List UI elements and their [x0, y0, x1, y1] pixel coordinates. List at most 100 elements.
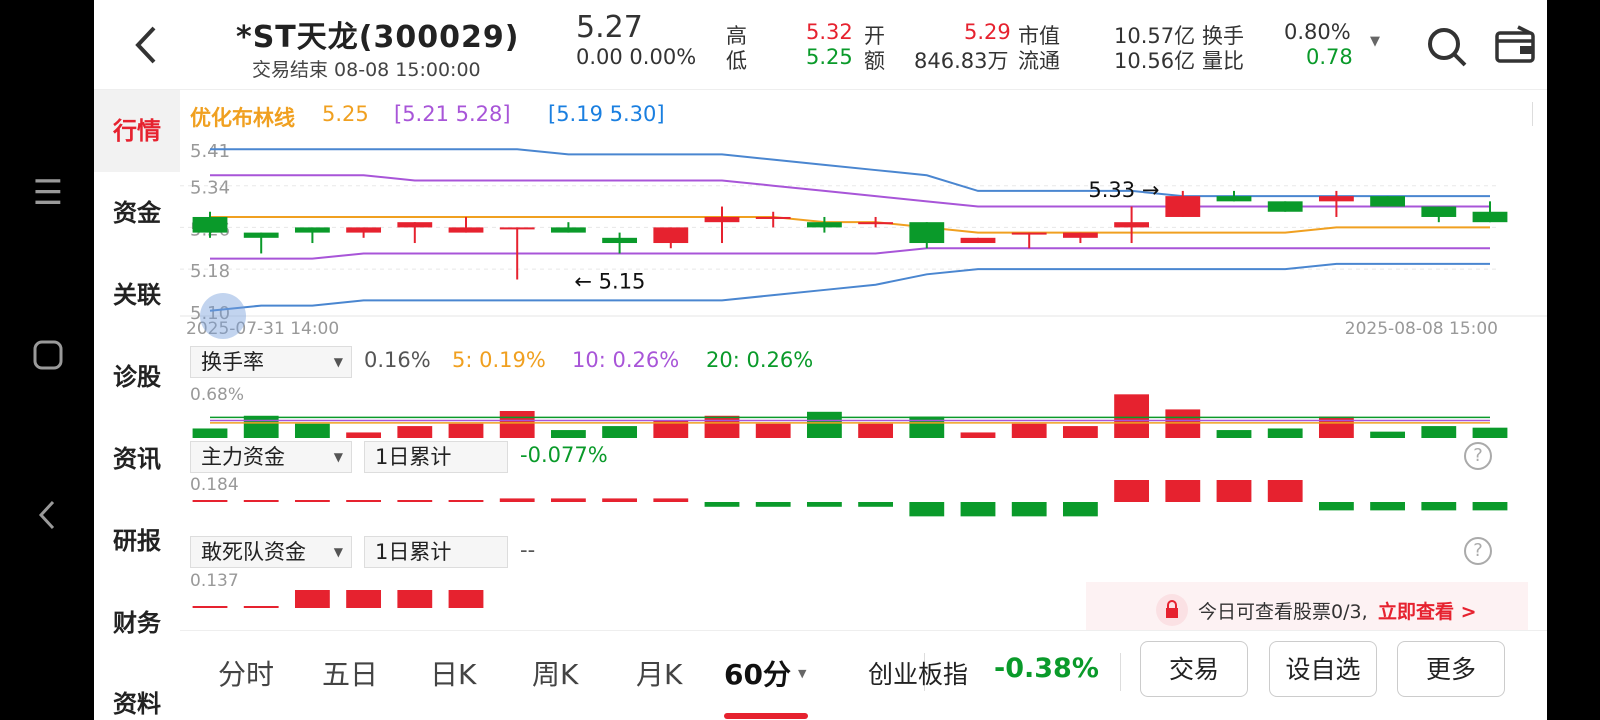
- tab-weekly-k[interactable]: 周K: [532, 658, 579, 691]
- tab-funds[interactable]: 资金: [113, 199, 161, 227]
- main-funds-selector[interactable]: 主力资金 ▼: [190, 441, 352, 473]
- candle-body: [1421, 206, 1457, 217]
- tab-diagnosis[interactable]: 诊股: [113, 363, 161, 391]
- tab-quote[interactable]: 行情: [94, 90, 180, 172]
- volratio-label: 量比: [1202, 49, 1244, 73]
- menu-icon[interactable]: ☰: [32, 173, 64, 213]
- candle-body: [397, 222, 433, 228]
- tab-related[interactable]: 关联: [113, 281, 161, 309]
- turnover-selector[interactable]: 换手率 ▼: [190, 346, 352, 378]
- main-funds-bar: [1216, 480, 1252, 502]
- turnover-bar: [1216, 430, 1252, 438]
- main-funds-chart[interactable]: 0.184: [180, 476, 1547, 532]
- help-icon[interactable]: ?: [1464, 442, 1492, 470]
- system-nav-strip: ☰: [0, 0, 94, 720]
- dare-funds-bar: [397, 590, 433, 608]
- volratio-value: 0.78: [1306, 45, 1353, 69]
- scroll-handle[interactable]: [200, 293, 246, 339]
- back-button[interactable]: [128, 20, 168, 70]
- turnover-selector-label: 换手率: [201, 350, 264, 374]
- main-funds-value: -0.077%: [520, 443, 608, 467]
- tab-monthly-k[interactable]: 月K: [636, 658, 683, 691]
- bottom-bar: 分时 五日 日K 周K 月K 60分 ▼ 创业板指 -0.38% 交易 设自选 …: [180, 630, 1547, 720]
- stock-title[interactable]: *ST天龙(300029): [236, 20, 520, 55]
- turnover-bar: [1165, 409, 1201, 438]
- candle-body: [243, 232, 279, 238]
- chart-area[interactable]: 优化布林线 5.25 [5.21 5.28] [5.19 5.30] 5.41 5…: [180, 90, 1547, 630]
- turnover-ma10: 10: 0.26%: [572, 348, 680, 372]
- main-funds-bar: [653, 498, 689, 502]
- main-funds-bar: [294, 500, 330, 502]
- turnover-bar: [602, 426, 638, 438]
- more-button[interactable]: 更多: [1397, 641, 1505, 697]
- turnover-label: 换手: [1202, 24, 1244, 48]
- candle-body: [1062, 232, 1098, 238]
- tab-profile[interactable]: 资料: [113, 690, 161, 718]
- tab-five-day[interactable]: 五日: [322, 658, 379, 691]
- boll-mid-value: 5.25: [322, 102, 369, 126]
- trade-button[interactable]: 交易: [1140, 641, 1248, 697]
- tab-research[interactable]: 研报: [113, 527, 161, 555]
- turnover-bar: [1011, 423, 1047, 438]
- tab-daily-k[interactable]: 日K: [430, 658, 477, 691]
- dropdown-arrow-icon: ▼: [333, 545, 343, 559]
- lock-icon: [1156, 594, 1188, 626]
- tab-60min[interactable]: 60分: [724, 658, 791, 691]
- dropdown-arrow-icon: ▼: [333, 355, 343, 369]
- add-watchlist-button[interactable]: 设自选: [1269, 641, 1377, 697]
- index-label[interactable]: 创业板指: [868, 660, 969, 689]
- trade-status: 交易结束 08-08 15:00:00: [252, 59, 481, 81]
- candle-body: [806, 222, 842, 228]
- bottom-divider: [1120, 653, 1121, 691]
- dare-funds-selector[interactable]: 敢死队资金 ▼: [190, 536, 352, 568]
- search-button[interactable]: [1424, 24, 1470, 70]
- end-time-label: 2025-08-08 15:00: [1345, 319, 1498, 336]
- main-funds-period[interactable]: 1日累计: [364, 441, 508, 473]
- turnover-chart[interactable]: 0.68%: [180, 380, 1547, 440]
- dare-funds-bar: [294, 590, 330, 608]
- home-icon[interactable]: [28, 338, 68, 378]
- main-funds-bar: [858, 502, 894, 507]
- wallet-button[interactable]: [1494, 24, 1536, 66]
- candle-body: [1011, 232, 1047, 235]
- y-tick-label: 5.10: [190, 303, 230, 324]
- turnover-bar: [858, 423, 894, 438]
- candle-body: [909, 222, 945, 244]
- dare-funds-chart[interactable]: 0.137: [180, 572, 1547, 628]
- main-funds-bar: [602, 498, 638, 502]
- turnover-y-label: 0.68%: [190, 385, 244, 405]
- max-price-label: 5.33 →: [1088, 178, 1159, 202]
- high-value: 5.32: [806, 20, 853, 44]
- float-value: 10.56亿: [1114, 49, 1196, 73]
- active-tab-indicator: [724, 713, 808, 719]
- turnover-bar: [653, 420, 689, 438]
- main-funds-bar: [960, 502, 996, 517]
- boll-title: 优化布林线: [190, 106, 295, 130]
- tab-news[interactable]: 资讯: [113, 445, 161, 473]
- main-funds-bar: [346, 500, 382, 502]
- search-icon: [1428, 28, 1467, 67]
- turnover-bar: [960, 432, 996, 438]
- tab-finance[interactable]: 财务: [113, 609, 161, 637]
- expand-caret-icon[interactable]: ▼: [1370, 34, 1380, 49]
- period-caret-icon[interactable]: ▼: [798, 667, 807, 680]
- kline-chart[interactable]: 5.415.345.265.185.105.33 →← 5.152025-07-…: [180, 136, 1547, 336]
- main-funds-bar: [499, 498, 535, 502]
- banner-link[interactable]: 立即查看 >: [1378, 601, 1477, 623]
- low-value: 5.25: [806, 45, 853, 69]
- main-funds-bar: [243, 500, 279, 502]
- help-icon[interactable]: ?: [1464, 537, 1492, 565]
- dare-funds-value: --: [520, 538, 536, 562]
- main-funds-bar: [448, 500, 484, 502]
- main-funds-bar: [1318, 502, 1354, 511]
- wallet-icon: [1495, 25, 1535, 63]
- main-funds-bar: [755, 502, 791, 507]
- open-value: 5.29: [964, 20, 1011, 44]
- back-nav-icon[interactable]: [28, 498, 68, 538]
- turnover-bar: [1370, 431, 1406, 438]
- candle-body: [1472, 211, 1508, 223]
- main-funds-bar: [397, 500, 433, 502]
- dare-funds-period[interactable]: 1日累计: [364, 536, 508, 568]
- tab-intraday[interactable]: 分时: [218, 658, 275, 691]
- unlock-banner[interactable]: 今日可查看股票0/3, 立即查看 >: [1086, 582, 1528, 638]
